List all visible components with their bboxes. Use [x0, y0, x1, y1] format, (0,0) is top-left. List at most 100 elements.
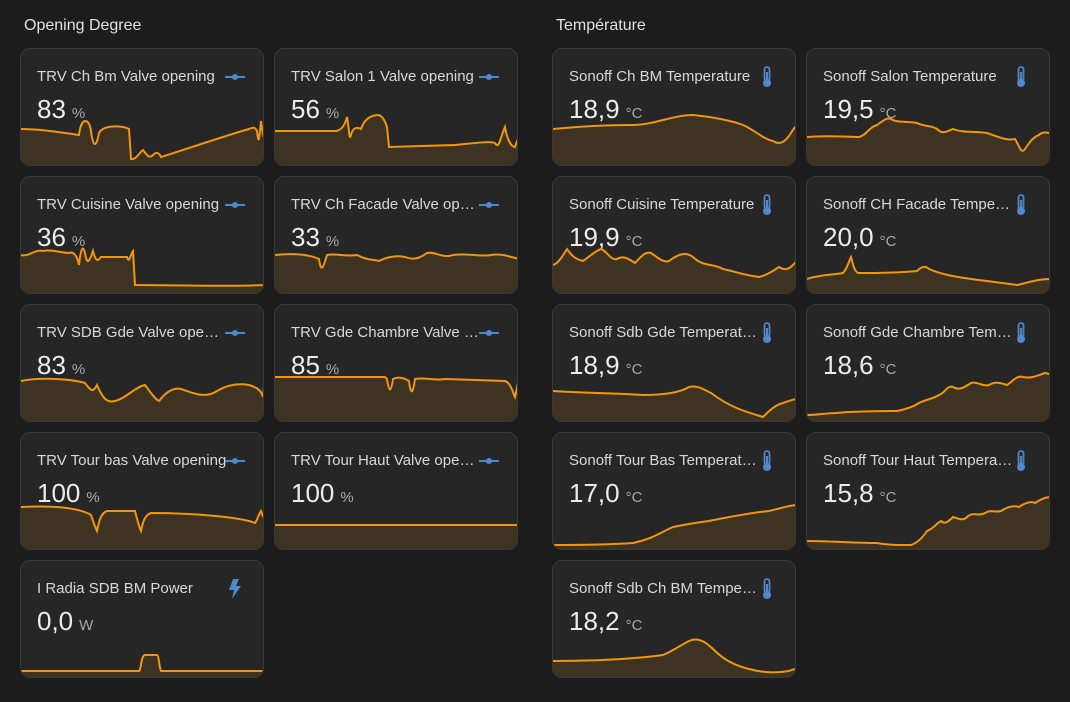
thermometer-icon — [755, 449, 779, 473]
sparkline-area — [275, 377, 517, 421]
sparkline-line — [807, 496, 1049, 547]
sparkline-line — [807, 371, 1049, 416]
sensor-value-line: 15,8 °C — [823, 478, 896, 513]
thermometer-icon — [755, 577, 779, 601]
thermometer-icon — [755, 321, 779, 345]
history-sparkline — [275, 524, 517, 549]
sensor-unit: °C — [879, 489, 897, 506]
sensor-value-line: 18,6 °C — [823, 350, 896, 385]
sensor-unit: °C — [625, 489, 643, 506]
section-title-temperature: Température — [556, 17, 646, 34]
sensor-card-sonoff-salon[interactable]: Sonoff Salon Temperature 19,5 °C — [806, 48, 1050, 166]
sparkline-area — [275, 252, 517, 293]
sensor-card-sonoff-cuisine[interactable]: Sonoff Cuisine Temperature 19,9 °C — [552, 176, 796, 294]
sparkline-area — [553, 249, 795, 293]
sensor-value: 100 — [291, 478, 335, 508]
sensor-value: 18,6 — [823, 350, 874, 380]
sparkline-area — [553, 639, 795, 677]
sparkline-line — [21, 120, 263, 161]
sensor-value: 17,0 — [569, 478, 620, 508]
sensor-value-line: 85% — [291, 350, 339, 385]
sensor-value-line: 36% — [37, 222, 85, 257]
sensor-unit: % — [340, 489, 354, 506]
sparkline-line — [553, 385, 795, 419]
sparkline-line — [275, 251, 517, 269]
sensor-value-line: 18,2 °C — [569, 606, 642, 641]
thermometer-icon — [1009, 449, 1033, 473]
sensor-card-trv-tour-bas[interactable]: TRV Tour bas Valve opening 100% — [20, 432, 264, 550]
valve-icon — [223, 321, 247, 345]
sensor-value: 15,8 — [823, 478, 874, 508]
sensor-unit: % — [325, 233, 340, 250]
sparkline-area — [275, 525, 517, 549]
history-sparkline — [275, 376, 517, 421]
sensor-card-trv-cuisine[interactable]: TRV Cuisine Valve opening 36% — [20, 176, 264, 294]
sensor-card-sonoff-ch-bm[interactable]: Sonoff Ch BM Temperature 18,9 °C — [552, 48, 796, 166]
sparkline-line — [21, 654, 263, 677]
sensor-name: TRV SDB Gde Valve opening — [37, 324, 227, 341]
valve-icon — [223, 193, 247, 217]
sensor-name: Sonoff Tour Bas Temperature — [569, 452, 759, 469]
sensor-value-line: 83% — [37, 94, 85, 129]
sensor-card-trv-tour-haut[interactable]: TRV Tour Haut Valve opening 100% — [274, 432, 518, 550]
sensor-name: TRV Salon 1 Valve opening — [291, 68, 474, 85]
sensor-card-trv-ch-bm[interactable]: TRV Ch Bm Valve opening 83% — [20, 48, 264, 166]
sensor-name: TRV Tour Haut Valve opening — [291, 452, 481, 469]
sensor-value: 18,9 — [569, 94, 620, 124]
sensor-unit: % — [86, 489, 100, 506]
sensor-name: TRV Gde Chambre Valve opening — [291, 324, 481, 341]
sensor-name: TRV Ch Facade Valve opening — [291, 196, 481, 213]
history-sparkline — [275, 251, 517, 293]
sparkline-area — [275, 115, 517, 165]
sensor-card-trv-ch-facade[interactable]: TRV Ch Facade Valve opening 33% — [274, 176, 518, 294]
valve-icon — [223, 65, 247, 89]
sensor-card-trv-salon-1[interactable]: TRV Salon 1 Valve opening 56% — [274, 48, 518, 166]
history-sparkline — [807, 254, 1049, 293]
sparkline-line — [553, 504, 795, 546]
history-sparkline — [807, 496, 1049, 549]
sensor-value: 36 — [37, 222, 66, 252]
section-title-opening-degree: Opening Degree — [24, 17, 142, 34]
valve-icon — [477, 65, 501, 89]
sensor-value-line: 56% — [291, 94, 339, 129]
sensor-card-sonoff-tour-haut[interactable]: Sonoff Tour Haut Temperature 15,8 °C — [806, 432, 1050, 550]
valve-icon — [477, 449, 501, 473]
sensor-name: Sonoff Gde Chambre Temperature — [823, 324, 1013, 341]
sensor-value-line: 0,0 W — [37, 606, 93, 641]
sparkline-line — [21, 247, 263, 287]
sensor-card-sonoff-ch-facade[interactable]: Sonoff CH Facade Temperature 20,0 °C — [806, 176, 1050, 294]
sensor-value: 56 — [291, 94, 320, 124]
sensor-name: Sonoff Salon Temperature — [823, 68, 997, 85]
sensor-value-line: 20,0 °C — [823, 222, 896, 257]
sensor-value: 33 — [291, 222, 320, 252]
sensor-name: Sonoff Sdb Ch BM Temperature — [569, 580, 759, 597]
sensor-value: 20,0 — [823, 222, 874, 252]
sensor-card-sonoff-tour-bas[interactable]: Sonoff Tour Bas Temperature 17,0 °C — [552, 432, 796, 550]
sensor-card-trv-sdb-gde[interactable]: TRV SDB Gde Valve opening 83% — [20, 304, 264, 422]
sensor-unit: % — [325, 361, 340, 378]
sensor-unit: % — [71, 361, 86, 378]
sensor-value-line: 100% — [37, 478, 100, 513]
sparkline-area — [553, 386, 795, 421]
sensor-card-radia-sdb-bm-power[interactable]: I Radia SDB BM Power 0,0 W — [20, 560, 264, 678]
sensor-value: 83 — [37, 350, 66, 380]
sparkline-area — [21, 248, 263, 293]
sensor-card-trv-gde-chambre[interactable]: TRV Gde Chambre Valve opening 85% — [274, 304, 518, 422]
history-sparkline — [807, 371, 1049, 421]
history-sparkline — [21, 247, 263, 293]
sensor-card-sonoff-sdb-ch-bm[interactable]: Sonoff Sdb Ch BM Temperature 18,2 °C — [552, 560, 796, 678]
sensor-value-line: 19,5 °C — [823, 94, 896, 129]
history-sparkline — [275, 113, 517, 165]
thermometer-icon — [755, 65, 779, 89]
lightning-icon — [223, 577, 247, 601]
sensor-card-sonoff-sdb-gde[interactable]: Sonoff Sdb Gde Temperature 18,9 °C — [552, 304, 796, 422]
sensor-card-sonoff-gde-chambre[interactable]: Sonoff Gde Chambre Temperature 18,6 °C — [806, 304, 1050, 422]
sensor-unit: °C — [879, 105, 897, 122]
sparkline-line — [21, 505, 263, 535]
sensor-unit: °C — [879, 361, 897, 378]
history-sparkline — [553, 638, 795, 677]
sensor-value: 19,5 — [823, 94, 874, 124]
sensor-value-line: 33% — [291, 222, 339, 257]
valve-icon — [477, 193, 501, 217]
sensor-name: Sonoff Tour Haut Temperature — [823, 452, 1013, 469]
